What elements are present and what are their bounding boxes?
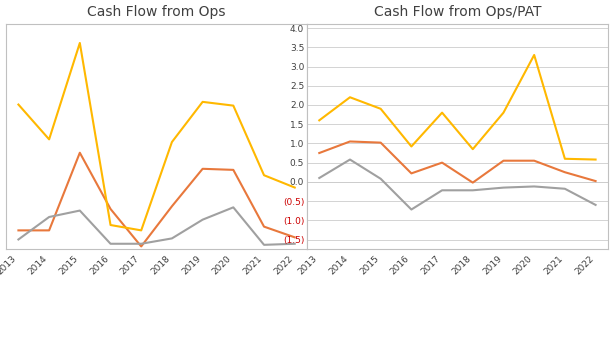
Title: Cash Flow from Ops/PAT: Cash Flow from Ops/PAT <box>374 5 541 19</box>
Title: Cash Flow from Ops: Cash Flow from Ops <box>87 5 226 19</box>
Legend: Median, Q1, Q3: Median, Q1, Q3 <box>365 343 550 346</box>
Legend: Median, Q1, Q3: Median, Q1, Q3 <box>64 343 249 346</box>
